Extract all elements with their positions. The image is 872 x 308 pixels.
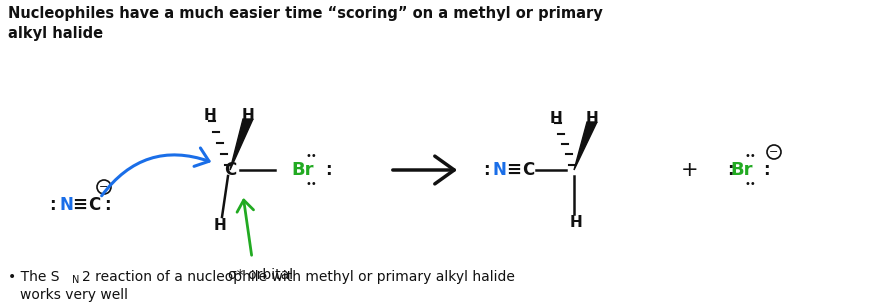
Text: H: H (549, 111, 562, 125)
Text: −: − (99, 182, 109, 192)
FancyArrowPatch shape (237, 200, 254, 255)
FancyArrowPatch shape (102, 148, 209, 196)
Polygon shape (230, 119, 253, 170)
Text: Nucleophiles have a much easier time “scoring” on a methyl or primary
alkyl hali: Nucleophiles have a much easier time “sc… (8, 6, 603, 41)
Text: H: H (242, 107, 255, 123)
Text: H: H (204, 107, 216, 123)
Text: N: N (72, 275, 79, 285)
Text: Br: Br (731, 161, 753, 179)
Text: C: C (88, 196, 100, 214)
Text: N: N (59, 196, 73, 214)
Text: :: : (324, 161, 331, 179)
Text: C: C (224, 161, 236, 179)
Text: +: + (681, 160, 698, 180)
Text: ••: •• (305, 151, 317, 161)
Text: H: H (214, 217, 227, 233)
Text: −: − (769, 147, 779, 157)
Text: H: H (569, 214, 582, 229)
Text: • The S: • The S (8, 270, 59, 284)
Text: 2 reaction of a nucleophile with methyl or primary alkyl halide: 2 reaction of a nucleophile with methyl … (82, 270, 514, 284)
Polygon shape (574, 122, 597, 170)
Text: :: : (726, 161, 733, 179)
Text: :: : (483, 161, 489, 179)
Text: σ* orbital: σ* orbital (228, 268, 293, 282)
Text: :: : (104, 196, 111, 214)
Text: :: : (49, 196, 55, 214)
Text: :: : (763, 161, 769, 179)
Text: N: N (492, 161, 506, 179)
Text: ••: •• (744, 179, 756, 189)
Text: H: H (586, 111, 598, 125)
Text: ≡: ≡ (72, 196, 87, 214)
Text: works very well: works very well (20, 288, 128, 302)
Text: ≡: ≡ (507, 161, 521, 179)
Text: C: C (521, 161, 535, 179)
Text: Br: Br (292, 161, 314, 179)
Text: ••: •• (744, 151, 756, 161)
Text: ••: •• (305, 179, 317, 189)
FancyArrowPatch shape (392, 156, 454, 184)
